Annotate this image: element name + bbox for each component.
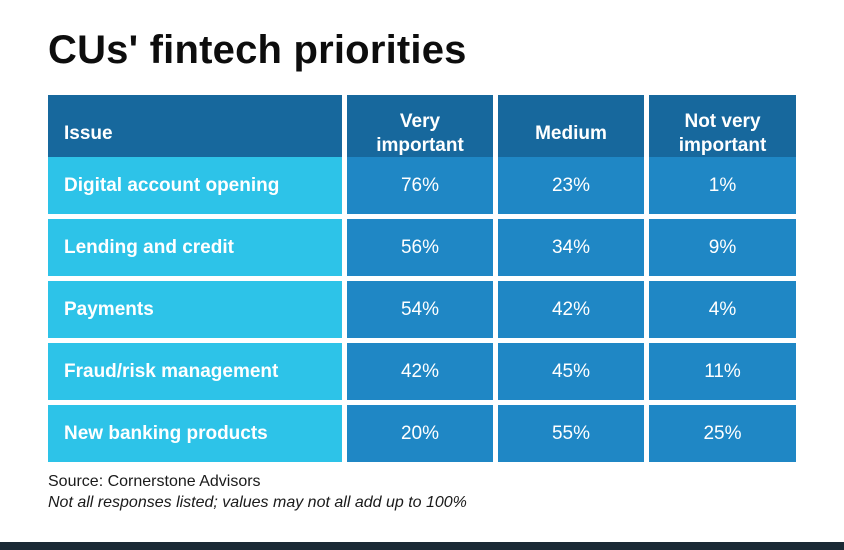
value-cell: 45% xyxy=(498,343,644,400)
row-label-fraud-risk-management: Fraud/risk management xyxy=(48,343,342,400)
value-cell: 20% xyxy=(347,405,493,462)
value-cell: 23% xyxy=(498,157,644,214)
value-cell: 54% xyxy=(347,281,493,338)
value-cell: 42% xyxy=(498,281,644,338)
footer: Source: Cornerstone Advisors Not all res… xyxy=(48,472,796,514)
value-cell: 34% xyxy=(498,219,644,276)
row-label-payments: Payments xyxy=(48,281,342,338)
row-label-digital-account-opening: Digital account opening xyxy=(48,157,342,214)
value-cell: 42% xyxy=(347,343,493,400)
row-label-lending-and-credit: Lending and credit xyxy=(48,219,342,276)
source-text: Source: Cornerstone Advisors xyxy=(48,473,261,490)
value-cell: 25% xyxy=(649,405,796,462)
value-cell: 55% xyxy=(498,405,644,462)
priorities-table: Issue Very important Medium Not very imp… xyxy=(48,95,796,462)
row-label-new-banking-products: New banking products xyxy=(48,405,342,462)
value-cell: 1% xyxy=(649,157,796,214)
value-cell: 11% xyxy=(649,343,796,400)
page-container: CUs' fintech priorities Issue Very impor… xyxy=(48,28,796,514)
value-cell: 4% xyxy=(649,281,796,338)
value-cell: 56% xyxy=(347,219,493,276)
note-text: Not all responses listed; values may not… xyxy=(48,493,467,511)
bottom-accent-bar xyxy=(0,542,844,550)
page-title: CUs' fintech priorities xyxy=(48,28,467,72)
value-cell: 9% xyxy=(649,219,796,276)
value-cell: 76% xyxy=(347,157,493,214)
